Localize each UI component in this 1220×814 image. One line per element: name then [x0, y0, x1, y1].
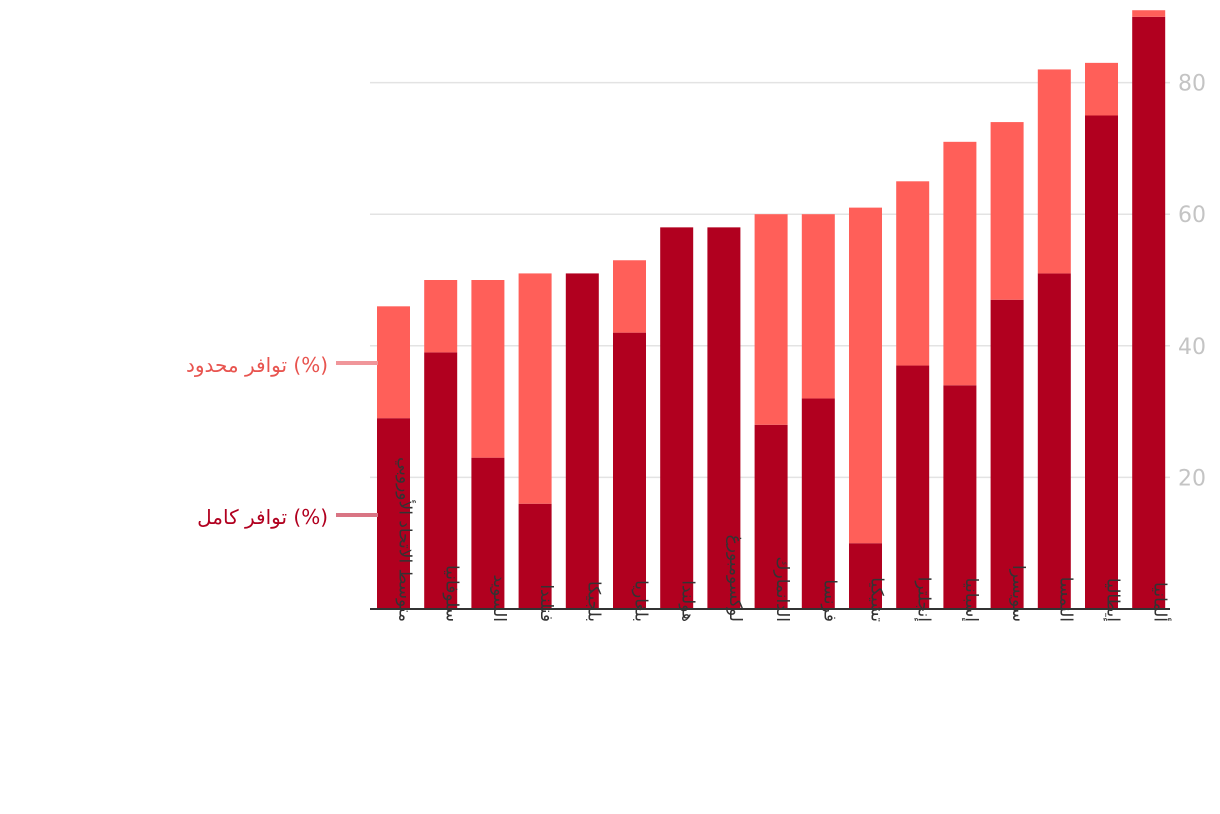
bar-segment-limited	[801, 214, 835, 399]
bar-segment-limited	[613, 260, 646, 333]
bar-segment-full	[660, 227, 694, 610]
bar-segment-full	[849, 543, 882, 609]
bar-segment-limited	[471, 280, 505, 458]
bar-segment-full	[754, 424, 788, 609]
legend-label-full: توافر كامل (%)	[197, 505, 328, 529]
bar-segment-limited	[943, 141, 977, 386]
x-tick-label: فنلندا	[536, 584, 556, 622]
x-tick-label: إيطاليا	[1103, 578, 1123, 622]
bar-segment-full	[1132, 16, 1166, 610]
y-axis-ticks: 20 40 60 80	[1178, 72, 1206, 492]
legend: توافر محدود (%) توافر كامل (%)	[186, 353, 378, 529]
legend-entry-limited: توافر محدود (%)	[186, 353, 378, 377]
bar-segment-limited	[377, 306, 410, 419]
bar-segment-full	[801, 398, 835, 609]
bar-segment-limited	[424, 280, 458, 353]
bar-segment-limited	[754, 214, 788, 425]
bar-segment-full	[1037, 273, 1071, 609]
bar-segment-full	[707, 227, 741, 610]
y-tick-label: 40	[1178, 335, 1206, 360]
bar-segment-full	[471, 457, 505, 609]
x-tick-label: الدانمارك	[772, 556, 792, 622]
bar-segment-limited	[849, 207, 882, 544]
x-tick-label: إنجلترا	[914, 577, 934, 622]
x-tick-label: بلجيكا	[583, 581, 603, 622]
bars	[377, 10, 1166, 610]
y-tick-label: 20	[1178, 466, 1206, 491]
x-tick-label: هولندا	[678, 580, 698, 622]
legend-label-limited: توافر محدود (%)	[186, 353, 328, 377]
bar-segment-full	[943, 385, 977, 609]
x-tick-label: السويد	[489, 574, 509, 622]
x-tick-label: تشيكيا	[867, 577, 887, 622]
bar-segment-full	[613, 332, 646, 609]
x-tick-label: بلغاريا	[631, 580, 651, 622]
bar-segment-limited	[518, 273, 552, 504]
x-axis-labels: متوسط الاتحاد الأوروبي سلوفانيا السويد فنلن…	[395, 457, 1172, 622]
x-tick-label: إسبانيا	[961, 578, 981, 622]
x-tick-label: النمسا	[1055, 577, 1075, 622]
bar-segment-full	[377, 418, 410, 609]
x-tick-label: متوسط الاتحاد الأوروبي	[395, 457, 416, 622]
bar-segment-full	[990, 299, 1024, 609]
bar-segment-limited	[990, 122, 1024, 300]
legend-entry-full: توافر كامل (%)	[197, 505, 378, 529]
y-tick-label: 80	[1178, 72, 1206, 97]
x-tick-label: لوكسومبورغ	[725, 535, 745, 622]
bar-segment-full	[896, 365, 930, 609]
x-tick-label: سويسرا	[1008, 565, 1028, 622]
bar-segment-full	[518, 503, 552, 609]
bar-segment-limited	[1085, 62, 1118, 116]
bar-segment-limited	[1132, 10, 1166, 17]
bar-segment-full	[424, 352, 458, 609]
bar-segment-limited	[896, 181, 930, 366]
x-tick-label: سلوفانيا	[442, 565, 462, 622]
x-tick-label: فرنسا	[819, 579, 839, 622]
bar-segment-full	[565, 273, 599, 609]
bar-segment-limited	[1037, 69, 1071, 274]
y-tick-label: 60	[1178, 203, 1206, 228]
x-tick-label: ألمانيا	[1150, 582, 1172, 622]
bar-segment-full	[1085, 115, 1118, 609]
